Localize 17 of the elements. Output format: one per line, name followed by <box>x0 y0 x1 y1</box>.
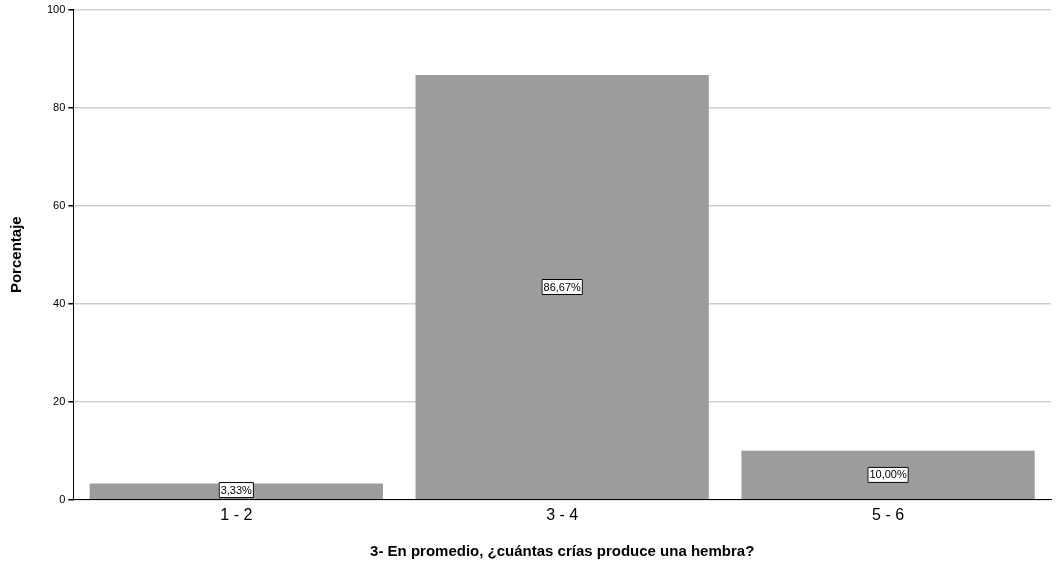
bar <box>89 483 383 500</box>
y-tick-label: 40 <box>53 296 66 309</box>
x-tick-label: 1 - 2 <box>220 505 253 523</box>
x-tick-label: 3 - 4 <box>546 505 579 523</box>
x-tick-label: 5 - 6 <box>872 505 905 523</box>
data-label: 86,67% <box>543 280 582 293</box>
y-tick-label: 20 <box>53 394 66 407</box>
x-axis-title: 3- En promedio, ¿cuántas crías produce una hembra? <box>370 542 755 560</box>
data-label: 10,00% <box>869 468 907 481</box>
bar <box>741 450 1035 500</box>
y-tick-label: 80 <box>53 100 66 113</box>
y-tick-label: 100 <box>46 2 66 15</box>
y-tick-label: 60 <box>53 198 66 211</box>
data-label: 3,33% <box>220 483 253 496</box>
y-axis-title: Porcentaje <box>7 216 25 294</box>
bar <box>415 74 709 500</box>
y-tick-label: 0 <box>59 492 66 505</box>
